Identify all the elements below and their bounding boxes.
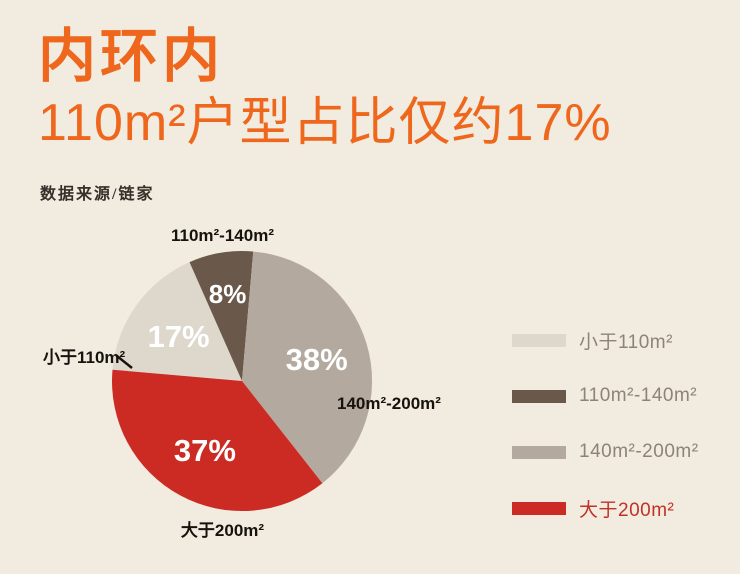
- slice-label-over-200: 大于200m²: [180, 521, 265, 540]
- legend-swatch: [512, 445, 566, 459]
- legend-label: 大于200m²: [579, 499, 675, 521]
- pie-slice-2: [189, 251, 254, 381]
- legend-swatch: [512, 333, 566, 347]
- pie-slice-4: [112, 369, 323, 512]
- legend-item: 140m²-200m²: [512, 441, 699, 462]
- pie-slice-3: [242, 251, 373, 484]
- slice-label-110-140: 110m²-140m²: [170, 226, 274, 245]
- legend-swatch: [512, 389, 566, 403]
- pie-value-label: 8%: [209, 279, 247, 309]
- page-title: 内环内: [38, 24, 225, 89]
- page-subtitle: 110m²户型占比仅约17%: [38, 94, 612, 152]
- slice-label-under-110: 小于110m²: [43, 348, 126, 367]
- legend-label: 小于110m²: [579, 331, 673, 353]
- pie-value-label: 38%: [286, 342, 348, 377]
- slice-label-140-200: 140m²-200m²: [337, 394, 441, 413]
- pie-value-label: 17%: [148, 319, 210, 354]
- pie-slices-group: [112, 251, 373, 512]
- pie-chart: 17% 8% 38% 37% 110m²-140m² 小于110m² 140m²-20…: [35, 222, 475, 567]
- legend-label: 140m²-200m²: [579, 441, 699, 462]
- legend-item: 大于200m²: [512, 498, 699, 521]
- data-source-note: 数据来源/链家: [40, 186, 155, 203]
- legend-item: 110m²-140m²: [512, 385, 699, 406]
- pie-value-label: 37%: [174, 433, 236, 468]
- pie-slice-1: [112, 262, 242, 381]
- legend-item: 小于110m²: [512, 330, 699, 353]
- legend-swatch: [512, 501, 566, 515]
- label-leader-line: [116, 355, 133, 369]
- pie-value-labels-group: 17% 8% 38% 37%: [148, 279, 348, 468]
- legend-label: 110m²-140m²: [579, 385, 698, 406]
- pie-svg: 17% 8% 38% 37%: [112, 251, 373, 512]
- legend: 小于110m² 110m²-140m² 140m²-200m² 大于200m²: [512, 330, 699, 521]
